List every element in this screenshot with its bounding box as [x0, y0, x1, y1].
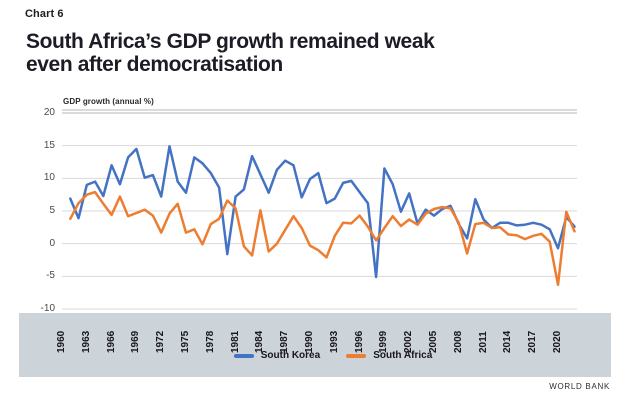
x-tick-2020: 2020: [551, 330, 563, 353]
x-tick-1987: 1987: [279, 330, 291, 353]
y-tick-15: 15: [43, 139, 55, 151]
x-axis-band: [19, 313, 611, 377]
legend-swatch-icon: [346, 353, 367, 358]
x-tick-1966: 1966: [105, 330, 117, 353]
legend-label: South Korea: [260, 350, 321, 361]
legend-swatch-icon: [233, 353, 254, 358]
y-axis-label: GDP growth (annual %): [63, 97, 154, 106]
plot-svg: [62, 109, 577, 310]
x-tick-1960: 1960: [56, 330, 67, 353]
y-tick-5: 5: [49, 205, 55, 216]
chart-title-line1: South Africa’s GDP growth remained weak: [26, 30, 435, 53]
x-tick-1963: 1963: [80, 330, 92, 353]
x-tick-1972: 1972: [155, 330, 167, 353]
x-tick-2008: 2008: [452, 330, 464, 353]
chart-title: South Africa’s GDP growth remained weak …: [26, 30, 586, 76]
chart-legend: South Korea South Africa: [19, 350, 611, 361]
x-tick-2005: 2005: [427, 330, 439, 353]
x-tick-2011: 2011: [477, 331, 489, 353]
series-line-south-africa: [69, 190, 576, 287]
x-tick-1969: 1969: [130, 330, 142, 353]
legend-label: South Africa: [373, 350, 433, 361]
x-tick-1993: 1993: [328, 330, 340, 353]
y-tick-0: 0: [49, 237, 55, 249]
x-tick-1981: 1981: [229, 330, 241, 353]
y-tick--5: -5: [46, 270, 55, 282]
y-tick-10: 10: [43, 172, 55, 184]
x-tick-1978: 1978: [204, 330, 216, 353]
legend-item-south-korea: South Korea: [233, 350, 321, 361]
x-tick-1996: 1996: [353, 330, 365, 353]
x-tick-1999: 1999: [378, 330, 390, 353]
x-tick-1984: 1984: [254, 330, 266, 353]
x-tick-1990: 1990: [303, 330, 315, 353]
chart-kicker: Chart 6: [25, 8, 64, 20]
legend-item-south-africa: South Africa: [346, 350, 432, 361]
x-tick-2017: 2017: [527, 330, 539, 353]
source-credit: WORLD BANK: [549, 382, 610, 391]
chart-title-line2: even after democratisation: [26, 53, 283, 76]
x-tick-2002: 2002: [403, 330, 415, 353]
x-tick-1975: 1975: [179, 330, 191, 353]
y-tick-20: 20: [43, 107, 55, 118]
x-tick-2014: 2014: [502, 330, 514, 353]
y-tick--10: -10: [40, 303, 55, 314]
